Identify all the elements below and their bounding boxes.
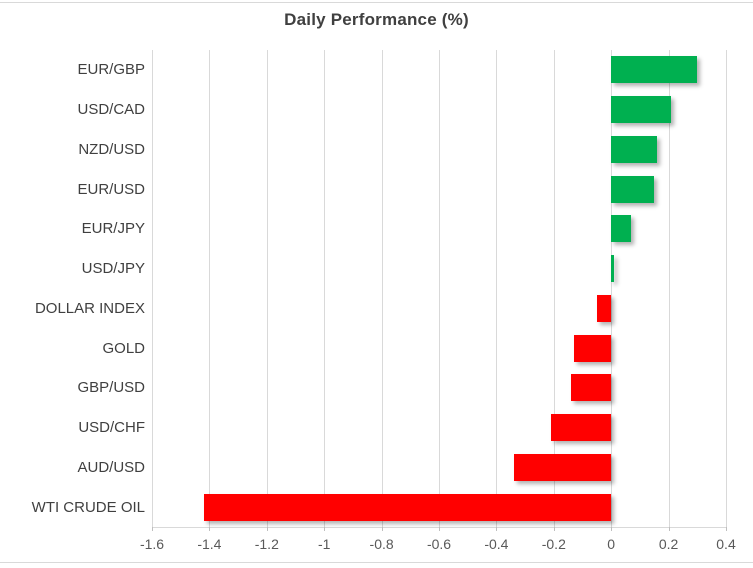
gridline bbox=[439, 50, 440, 527]
bar-usd-jpy bbox=[611, 255, 615, 283]
chart-top-border bbox=[0, 2, 753, 3]
x-tick-label: -0.8 bbox=[369, 536, 394, 552]
category-label: EUR/JPY bbox=[81, 220, 145, 238]
x-axis-tick bbox=[553, 527, 555, 531]
x-tick-label: -1.2 bbox=[254, 536, 279, 552]
bar-gold bbox=[573, 334, 612, 362]
category-label: EUR/GBP bbox=[77, 61, 145, 79]
x-tick-label: 0.2 bbox=[658, 536, 679, 552]
x-tick-label: -1.4 bbox=[197, 536, 222, 552]
plot-area bbox=[152, 50, 727, 531]
x-tick-label: -0.6 bbox=[426, 536, 452, 552]
bar-eur-usd bbox=[611, 175, 655, 203]
category-label: DOLLAR INDEX bbox=[34, 299, 145, 317]
gridline bbox=[668, 50, 670, 527]
x-axis-tick bbox=[668, 527, 670, 531]
bar-aud-usd bbox=[513, 453, 612, 481]
bar-eur-gbp bbox=[611, 56, 698, 84]
category-label: GBP/USD bbox=[77, 379, 145, 397]
category-label: GOLD bbox=[102, 339, 145, 357]
x-tick-label: -0.4 bbox=[484, 536, 509, 552]
category-label: EUR/USD bbox=[77, 180, 145, 198]
x-axis-tick bbox=[324, 527, 326, 531]
gridline bbox=[553, 50, 555, 527]
x-axis-tick bbox=[152, 527, 153, 531]
category-label: WTI CRUDE OIL bbox=[31, 498, 145, 516]
gridline bbox=[324, 50, 326, 527]
x-axis-tick bbox=[209, 527, 211, 531]
x-tick-label: 0 bbox=[607, 536, 616, 552]
gridline bbox=[726, 50, 727, 527]
chart-title: Daily Performance (%) bbox=[284, 10, 469, 29]
gridline bbox=[152, 50, 153, 527]
category-label: AUD/USD bbox=[77, 458, 145, 476]
gridline bbox=[209, 50, 211, 527]
gridline bbox=[381, 50, 383, 527]
bar-dollar-index bbox=[596, 294, 612, 322]
x-axis-tick bbox=[496, 527, 498, 531]
x-tick-label: -0.2 bbox=[541, 536, 566, 552]
x-axis-tick bbox=[439, 527, 440, 531]
gridline bbox=[266, 50, 268, 527]
x-axis-tick bbox=[381, 527, 383, 531]
bar-eur-jpy bbox=[611, 215, 632, 243]
bar-wti-crude-oil bbox=[203, 493, 612, 521]
gridline bbox=[496, 50, 498, 527]
x-tick-label: -1 bbox=[317, 536, 331, 552]
category-label: USD/JPY bbox=[81, 260, 145, 278]
bar-gbp-usd bbox=[571, 374, 612, 402]
bar-usd-chf bbox=[550, 414, 612, 442]
category-label: USD/CHF bbox=[78, 419, 145, 437]
bar-usd-cad bbox=[611, 96, 672, 124]
x-tick-label: 0.4 bbox=[716, 536, 736, 552]
category-label: USD/CAD bbox=[77, 101, 145, 119]
x-axis-tick bbox=[611, 527, 613, 531]
x-axis-tick bbox=[266, 527, 268, 531]
x-tick-label: -1.6 bbox=[139, 536, 165, 552]
gridline bbox=[611, 50, 613, 527]
category-label: NZD/USD bbox=[78, 140, 145, 158]
chart-bottom-border bbox=[0, 562, 753, 563]
bar-nzd-usd bbox=[611, 135, 658, 163]
x-axis-tick bbox=[726, 527, 727, 531]
